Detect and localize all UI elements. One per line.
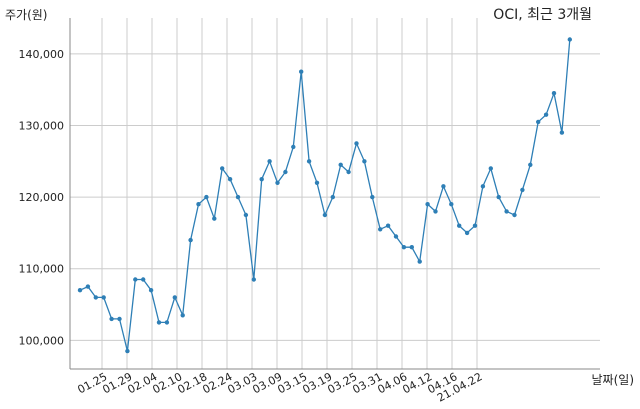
data-point <box>227 177 233 182</box>
data-point <box>385 223 391 228</box>
data-point <box>441 184 446 189</box>
data-point <box>433 209 438 214</box>
data-point <box>362 159 367 164</box>
y-tick-label: 130,000 <box>19 119 65 132</box>
data-point <box>401 245 407 250</box>
data-point <box>378 227 383 232</box>
data-point <box>267 159 272 164</box>
data-point <box>306 159 312 164</box>
grid <box>70 18 600 369</box>
data-point <box>512 212 517 218</box>
y-tick-label: 140,000 <box>19 48 65 61</box>
data-points <box>77 37 572 354</box>
x-axis-label: 날짜(일) <box>591 373 634 387</box>
data-point <box>77 288 83 293</box>
series-line <box>79 39 571 352</box>
data-point <box>251 277 256 282</box>
data-point <box>156 320 162 325</box>
data-point <box>480 184 486 189</box>
data-point <box>259 177 264 182</box>
data-point <box>520 187 525 193</box>
data-point <box>204 194 209 200</box>
y-tick-label: 110,000 <box>19 263 65 276</box>
data-point <box>322 212 328 218</box>
data-point <box>172 295 177 300</box>
data-point <box>243 212 249 218</box>
data-point <box>393 234 399 239</box>
data-point <box>496 194 501 200</box>
data-point <box>180 313 185 318</box>
data-point <box>283 169 288 175</box>
data-point <box>559 130 565 135</box>
data-point <box>133 277 138 282</box>
data-point <box>117 316 122 322</box>
data-point <box>235 194 241 200</box>
data-point <box>141 277 146 282</box>
data-point <box>338 162 343 167</box>
data-point <box>299 69 304 74</box>
data-point <box>101 295 106 300</box>
data-point <box>85 284 91 289</box>
data-point <box>164 320 170 325</box>
data-point <box>409 245 414 250</box>
data-point <box>188 237 193 243</box>
data-point <box>212 216 217 221</box>
data-point <box>220 166 225 171</box>
axes <box>69 18 600 370</box>
data-point <box>275 180 280 185</box>
data-point <box>417 259 422 264</box>
data-point <box>472 223 478 228</box>
data-point <box>488 166 493 171</box>
data-point <box>543 112 549 117</box>
data-point <box>125 348 130 354</box>
data-point <box>567 37 572 42</box>
y-axis-label: 주가(원) <box>5 8 48 22</box>
data-point <box>551 91 557 96</box>
y-tick-label: 100,000 <box>19 334 65 347</box>
data-point <box>449 202 454 207</box>
data-point <box>109 316 114 322</box>
data-point <box>93 295 99 300</box>
data-point <box>346 169 351 175</box>
data-point <box>291 144 296 150</box>
data-point <box>354 141 359 146</box>
data-point <box>314 180 320 185</box>
data-point <box>148 288 154 293</box>
data-point <box>196 202 201 207</box>
tick-labels: 100,000110,000120,000130,000140,00001.25… <box>19 48 485 405</box>
data-point <box>457 223 462 228</box>
data-point <box>504 209 509 214</box>
data-point <box>425 202 430 207</box>
y-tick-label: 120,000 <box>19 191 65 204</box>
chart-title: OCI, 최근 3개월 <box>493 7 592 23</box>
data-point <box>464 230 470 236</box>
data-point <box>528 162 533 167</box>
data-point <box>536 119 541 125</box>
data-point <box>370 194 375 200</box>
data-point <box>330 194 335 200</box>
